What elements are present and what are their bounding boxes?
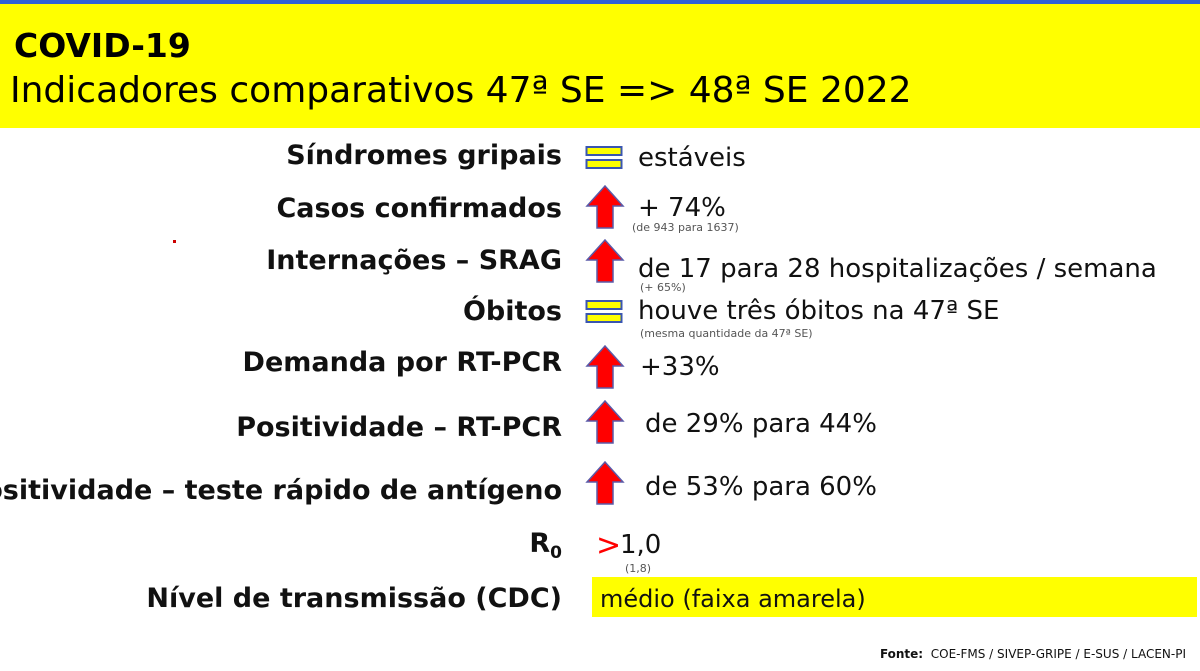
indicator-value-positividade-antigeno: de 53% para 60% [645, 472, 877, 502]
indicator-label-casos: Casos confirmados [276, 193, 562, 224]
equals-icon [585, 146, 623, 169]
indicator-label-demanda: Demanda por RT-PCR [242, 347, 562, 378]
indicator-label-internacoes: Internações – SRAG [266, 245, 562, 276]
indicator-value-positividade-pcr: de 29% para 44% [645, 409, 877, 439]
page-subtitle: Indicadores comparativos 47ª SE => 48ª S… [10, 70, 912, 111]
transmission-level-band [592, 577, 1197, 617]
indicator-label-obitos: Óbitos [462, 296, 562, 327]
arrow-up-icon [585, 238, 625, 283]
indicator-label-positividade-pcr: Positividade – RT-PCR [236, 412, 562, 443]
page-title: COVID-19 [14, 26, 191, 65]
arrow-up-icon [585, 399, 625, 444]
arrow-up-icon [585, 460, 625, 505]
r0-label: R0 [529, 528, 562, 563]
greater-than-symbol: > [596, 528, 622, 563]
indicator-value-casos: + 74% [638, 193, 726, 223]
title-banner: COVID-19 Indicadores comparativos 47ª SE… [0, 4, 1200, 128]
indicator-note-obitos: (mesma quantidade da 47ª SE) [640, 327, 813, 340]
indicator-note-internacoes: (+ 65%) [640, 281, 686, 294]
source-prefix: Fonte: [879, 647, 924, 661]
r0-value: 1,0 [620, 530, 662, 560]
indicator-label-positividade-antigeno: Positividade – teste rápido de antígeno [0, 475, 562, 506]
indicator-label-sindromes: Síndromes gripais [286, 140, 562, 171]
stray-mark [173, 240, 176, 243]
transmission-label: Nível de transmissão (CDC) [146, 583, 562, 614]
arrow-up-icon [585, 344, 625, 389]
arrow-up-icon [585, 184, 625, 229]
top-accent-bar [0, 0, 1200, 4]
r0-note: (1,8) [625, 562, 652, 575]
indicator-value-internacoes: de 17 para 28 hospitalizações / semana [638, 254, 1157, 284]
indicator-value-sindromes: estáveis [638, 143, 746, 173]
transmission-level-value: médio (faixa amarela) [600, 585, 866, 613]
indicator-note-casos: (de 943 para 1637) [632, 221, 739, 234]
equals-icon [585, 300, 623, 323]
r0-subscript: 0 [550, 543, 562, 563]
source-text: COE-FMS / SIVEP-GRIPE / E-SUS / LACEN-PI [930, 647, 1186, 661]
indicator-value-demanda: +33% [640, 352, 720, 382]
source-footer: Fonte: COE-FMS / SIVEP-GRIPE / E-SUS / L… [880, 647, 1186, 661]
indicator-value-obitos: houve três óbitos na 47ª SE [638, 296, 1000, 326]
r0-letter: R [529, 528, 551, 559]
